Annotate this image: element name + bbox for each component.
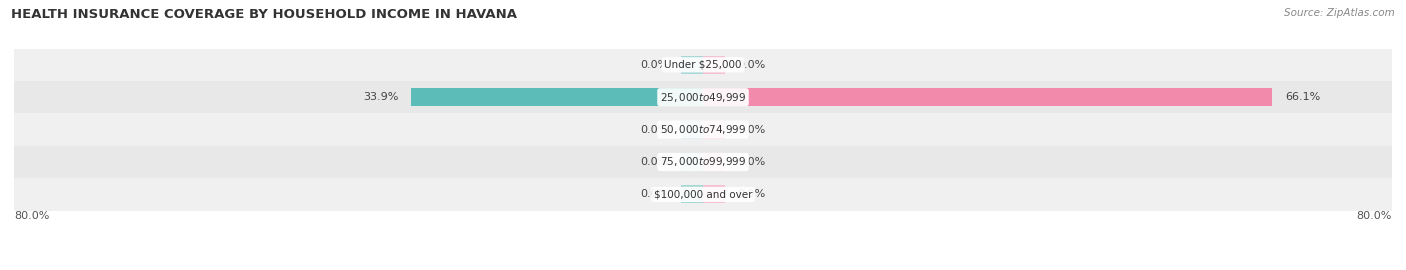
Text: 80.0%: 80.0% [1357,211,1392,221]
Text: 0.0%: 0.0% [640,189,669,200]
Text: Under $25,000: Under $25,000 [664,60,742,70]
Text: HEALTH INSURANCE COVERAGE BY HOUSEHOLD INCOME IN HAVANA: HEALTH INSURANCE COVERAGE BY HOUSEHOLD I… [11,8,517,21]
Text: 0.0%: 0.0% [640,60,669,70]
Text: 0.0%: 0.0% [738,124,766,135]
Text: 0.0%: 0.0% [738,60,766,70]
Text: 33.9%: 33.9% [363,92,398,102]
Bar [411,88,703,106]
Text: 80.0%: 80.0% [14,211,49,221]
Text: $75,000 to $99,999: $75,000 to $99,999 [659,156,747,168]
Bar [682,153,703,171]
Bar [14,146,1392,178]
Bar [682,121,703,139]
Bar [703,56,724,74]
Text: Source: ZipAtlas.com: Source: ZipAtlas.com [1284,8,1395,18]
Bar [703,121,724,139]
Bar [703,153,724,171]
Bar [682,185,703,203]
Bar [14,81,1392,113]
Bar [14,49,1392,81]
Text: 66.1%: 66.1% [1285,92,1320,102]
Bar [14,113,1392,146]
Text: $50,000 to $74,999: $50,000 to $74,999 [659,123,747,136]
Text: 0.0%: 0.0% [738,157,766,167]
Text: $100,000 and over: $100,000 and over [654,189,752,200]
Text: 0.0%: 0.0% [738,189,766,200]
Bar [682,56,703,74]
Text: $25,000 to $49,999: $25,000 to $49,999 [659,91,747,104]
Bar [14,178,1392,211]
Text: 0.0%: 0.0% [640,157,669,167]
Bar [703,88,1272,106]
Text: 0.0%: 0.0% [640,124,669,135]
Bar [703,185,724,203]
